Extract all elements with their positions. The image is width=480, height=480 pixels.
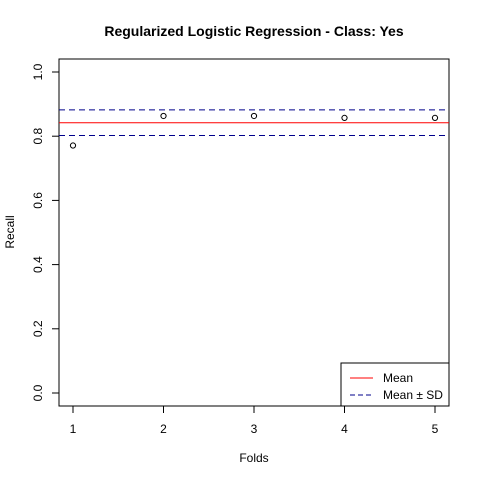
x-tick-label: 2 bbox=[160, 422, 167, 436]
legend-box bbox=[340, 362, 450, 407]
y-tick-label: 0.0 bbox=[31, 384, 45, 401]
legend-label: Mean bbox=[383, 371, 413, 385]
x-axis: 1 2 3 4 5 bbox=[70, 405, 439, 436]
data-point bbox=[250, 112, 258, 120]
data-points bbox=[69, 112, 439, 149]
legend: Mean Mean ± SD bbox=[340, 362, 450, 407]
data-point bbox=[341, 114, 348, 122]
reference-lines bbox=[59, 109, 449, 137]
chart-title: Regularized Logistic Regression - Class:… bbox=[104, 23, 403, 39]
data-point bbox=[69, 142, 77, 149]
plot-area-frame bbox=[58, 58, 450, 407]
y-tick-label: 0.6 bbox=[31, 192, 45, 209]
x-tick-label: 5 bbox=[432, 422, 439, 436]
x-tick-label: 3 bbox=[251, 422, 258, 436]
y-axis-label: Recall bbox=[3, 215, 17, 248]
y-axis: 0.0 0.2 0.4 0.6 0.8 1.0 bbox=[31, 63, 60, 401]
y-tick-label: 0.8 bbox=[31, 128, 45, 145]
data-point bbox=[431, 114, 439, 122]
y-tick-label: 1.0 bbox=[31, 63, 45, 80]
x-axis-label: Folds bbox=[239, 451, 268, 465]
data-point bbox=[160, 112, 167, 120]
x-tick-label: 1 bbox=[70, 422, 77, 436]
legend-label: Mean ± SD bbox=[383, 388, 443, 402]
x-tick-label: 4 bbox=[341, 422, 348, 436]
y-tick-label: 0.2 bbox=[31, 320, 45, 337]
y-tick-label: 0.4 bbox=[31, 256, 45, 273]
